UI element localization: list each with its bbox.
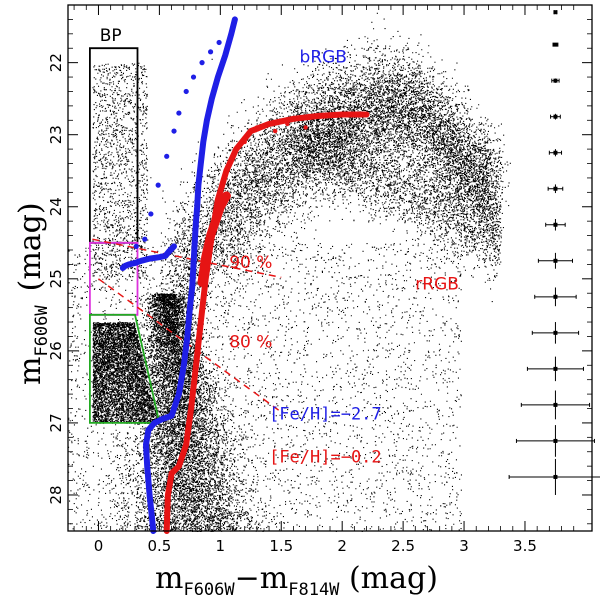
axis-ticks: 0 0.5 1 1.5 2 2.5 3 3.5 22 23 24 25 26 27 28 bbox=[47, 4, 592, 555]
x-label-sub2: F814W bbox=[288, 580, 340, 598]
-fe-h-2-7-agb-points-point bbox=[133, 243, 139, 249]
-fe-h-2-7-agb-points-point bbox=[176, 110, 182, 116]
red-dot bbox=[303, 125, 308, 130]
error-bar bbox=[551, 78, 560, 83]
-fe-h-2-7-agb-points-point bbox=[207, 49, 214, 55]
-fe-h-0-2-clump bbox=[197, 191, 231, 287]
brgb-label: bRGB bbox=[300, 48, 347, 68]
-fe-h-2-7-hb bbox=[119, 243, 177, 271]
x-label-unit: (mag) bbox=[339, 561, 437, 596]
error-point bbox=[553, 42, 558, 47]
rrgb-label: rRGB bbox=[415, 275, 459, 295]
selection-boxes bbox=[89, 47, 161, 424]
x-tick-label: 1 bbox=[216, 537, 226, 555]
-fe-h-2-7-agb-points-point bbox=[142, 236, 148, 242]
red-dot bbox=[285, 121, 290, 127]
y-label-m: m bbox=[13, 357, 48, 385]
-fe-h-2-7-agb-points-point bbox=[148, 211, 154, 217]
error-bar bbox=[526, 356, 584, 382]
red-dot bbox=[254, 125, 260, 130]
-fe-h-2-7-agb-points-point bbox=[155, 182, 161, 188]
x-label-sub1: F606W bbox=[183, 580, 235, 598]
x-tick-label: 2.5 bbox=[391, 537, 415, 555]
x-label-minus: −m bbox=[235, 561, 289, 596]
completeness-90-label: 90 % bbox=[229, 253, 272, 273]
-fe-h-2-7-agb-points-point bbox=[164, 153, 170, 159]
x-label-m1: m bbox=[155, 561, 183, 596]
red-dot bbox=[272, 128, 278, 134]
error-point bbox=[553, 474, 558, 479]
y-label-sub: F606W bbox=[32, 305, 52, 357]
bp-label: BP bbox=[100, 26, 122, 46]
x-tick-label: 3 bbox=[459, 537, 469, 555]
x-tick-label: 0.5 bbox=[147, 537, 171, 555]
error-point bbox=[553, 10, 558, 15]
completeness-line-80 bbox=[98, 278, 282, 413]
-fe-h-2-7-isochrone bbox=[143, 16, 238, 534]
feh-blue-label: [Fe/H]=−2.7 bbox=[269, 404, 382, 424]
error-bar bbox=[553, 10, 558, 15]
y-tick-label: 27 bbox=[47, 413, 65, 432]
x-tick-label: 2 bbox=[337, 537, 347, 555]
-fe-h-2-7-agb-points-point bbox=[190, 74, 197, 80]
-fe-h-2-7-agb-points-point bbox=[216, 39, 222, 46]
y-tick-label: 25 bbox=[47, 269, 65, 288]
box-magenta bbox=[89, 241, 139, 316]
error-bar bbox=[537, 252, 574, 269]
error-point bbox=[553, 186, 558, 191]
y-axis-label: mF606W (mag) bbox=[13, 202, 52, 385]
error-bar bbox=[550, 113, 561, 120]
feh-red-label: [Fe/H]=−0.2 bbox=[269, 448, 382, 468]
error-point bbox=[553, 402, 558, 407]
y-tick-label: 24 bbox=[47, 197, 65, 216]
x-axis-label: mF606W−mF814W (mag) bbox=[155, 561, 438, 598]
-fe-h-2-7-agb-points-point bbox=[171, 128, 177, 134]
red-dot bbox=[242, 139, 247, 145]
error-bar bbox=[531, 322, 580, 344]
y-tick-label: 28 bbox=[47, 485, 65, 504]
error-point bbox=[553, 438, 558, 443]
error-point bbox=[553, 222, 558, 227]
y-tick-label: 22 bbox=[47, 53, 65, 72]
error-point bbox=[553, 114, 558, 119]
error-bar bbox=[548, 149, 563, 157]
error-point bbox=[553, 78, 558, 83]
error-point bbox=[553, 294, 558, 299]
error-bar bbox=[552, 42, 559, 47]
error-bar bbox=[508, 458, 600, 495]
isochrone-series bbox=[119, 16, 370, 534]
completeness-80-label: 80 % bbox=[229, 332, 272, 352]
error-bar bbox=[534, 287, 577, 307]
box-green bbox=[89, 313, 161, 424]
error-point bbox=[553, 330, 558, 335]
x-tick-label: 1.5 bbox=[269, 537, 293, 555]
error-point bbox=[553, 366, 558, 371]
error-bar bbox=[545, 219, 566, 231]
y-label-unit: (mag) bbox=[13, 202, 48, 291]
x-tick-label: 0 bbox=[94, 537, 104, 555]
error-bar bbox=[547, 184, 564, 194]
y-tick-label: 26 bbox=[47, 341, 65, 360]
error-bar bbox=[520, 390, 591, 420]
-fe-h-2-7-agb-points-point bbox=[183, 88, 189, 95]
y-tick-label: 23 bbox=[47, 125, 65, 144]
error-point bbox=[553, 150, 558, 155]
error-bars bbox=[508, 10, 600, 495]
-fe-h-2-7-agb-points-point bbox=[199, 60, 205, 66]
x-tick-label: 3.5 bbox=[513, 537, 537, 555]
error-bar bbox=[515, 425, 595, 457]
error-point bbox=[553, 258, 558, 263]
completeness-lines bbox=[92, 238, 282, 413]
completeness-line-90 bbox=[92, 238, 282, 279]
